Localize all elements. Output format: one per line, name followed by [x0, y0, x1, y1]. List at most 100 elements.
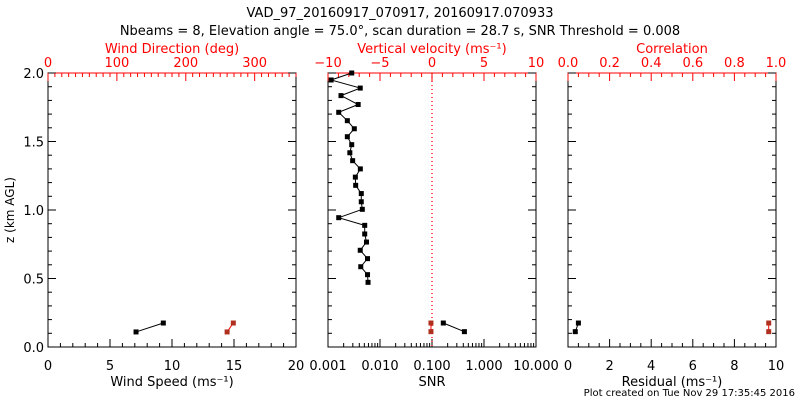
- data-point: [358, 191, 364, 197]
- data-point: [344, 118, 350, 124]
- top-x-tick-label: 0.2: [599, 56, 620, 71]
- data-point: [358, 199, 364, 205]
- x-tick-label: 0.100: [413, 359, 450, 374]
- series-wind-direction: [224, 320, 236, 335]
- top-x-tick-label: 0.6: [682, 56, 703, 71]
- data-point: [440, 320, 446, 326]
- top-x-tick-label: 0: [428, 56, 436, 71]
- data-point: [575, 320, 581, 326]
- data-point: [357, 85, 363, 91]
- data-point: [355, 102, 361, 108]
- series-snr: [440, 320, 467, 335]
- x-tick-label: 6: [689, 359, 697, 374]
- data-point: [224, 329, 230, 335]
- series-line: [443, 322, 465, 333]
- data-point: [230, 320, 236, 326]
- x-tick-label: 0.001: [309, 359, 346, 374]
- top-x-tick-label: 0.0: [558, 56, 579, 71]
- top-x-tick-label: 0.8: [724, 56, 745, 71]
- y-axis-label: z (km AGL): [3, 177, 17, 243]
- top-x-tick-label: −10: [314, 56, 341, 71]
- y-tick-label: 0.5: [23, 273, 44, 288]
- data-point: [160, 320, 166, 326]
- series-correlation: [766, 320, 772, 335]
- data-point: [347, 150, 353, 156]
- data-point: [365, 272, 371, 278]
- data-point: [349, 70, 355, 76]
- data-point: [328, 77, 334, 83]
- data-point: [766, 320, 772, 326]
- data-point: [357, 247, 363, 253]
- data-point: [349, 142, 355, 148]
- data-point: [351, 126, 357, 132]
- data-point: [428, 320, 434, 326]
- data-point: [428, 329, 434, 335]
- x-tick-label: 10.000: [513, 359, 559, 374]
- data-point: [461, 329, 467, 335]
- top-x-tick-label: 0.4: [641, 56, 662, 71]
- data-point: [357, 166, 363, 172]
- x-tick-label: 20: [288, 359, 305, 374]
- data-point: [362, 222, 368, 228]
- x-tick-label: 0: [564, 359, 572, 374]
- x-axis-label: Residual (ms⁻¹): [622, 375, 723, 390]
- x-tick-label: 0: [44, 359, 52, 374]
- x-tick-label: 8: [730, 359, 738, 374]
- y-tick-label: 2.0: [23, 67, 44, 82]
- data-point: [363, 239, 369, 245]
- x-tick-label: 2: [605, 359, 613, 374]
- data-point: [133, 329, 139, 335]
- data-point: [338, 93, 344, 99]
- panel-3: 0 2 4 6 8 10 Residual (ms⁻¹) 0.0 0.2 0.4 0.6 0.8 1.0…: [558, 42, 787, 390]
- x-tick-label: 10: [768, 359, 785, 374]
- top-x-axis-label: Wind Direction (deg): [105, 42, 239, 57]
- x-axis-label: SNR: [418, 375, 445, 390]
- y-tick-label: 0.0: [23, 341, 44, 356]
- top-x-tick-label: −5: [370, 56, 389, 71]
- plot-title: VAD_97_20160917_070917, 20160917.070933: [247, 6, 554, 21]
- x-tick-label: 5: [106, 359, 114, 374]
- data-point: [336, 215, 342, 221]
- series-wind-speed: [133, 320, 166, 335]
- x-tick-label: 0.010: [361, 359, 398, 374]
- x-tick-label: 15: [226, 359, 243, 374]
- plot-subtitle: Nbeams = 8, Elevation angle = 75.0°, sca…: [120, 24, 680, 39]
- series-vertical-velocity: [328, 70, 371, 285]
- data-point: [572, 329, 578, 335]
- series-vertical-velocity-low-: [428, 320, 434, 335]
- panel-2: 0.001 0.010 0.100 1.000 10.000 SNR −10 −5 0 5 10 Ve…: [309, 42, 558, 390]
- top-x-tick-label: 300: [242, 56, 267, 71]
- data-point: [358, 264, 364, 270]
- top-x-tick-label: 1.0: [766, 56, 787, 71]
- data-point: [350, 158, 356, 164]
- top-x-axis-label: Vertical velocity (ms⁻¹): [357, 42, 506, 57]
- data-point: [766, 329, 772, 335]
- plot-footer: Plot created on Tue Nov 29 17:35:45 2016: [584, 388, 795, 399]
- data-point: [359, 206, 365, 212]
- top-x-tick-label: 5: [480, 56, 488, 71]
- top-x-tick-label: 0: [44, 56, 52, 71]
- x-axis-label: Wind Speed (ms⁻¹): [110, 375, 233, 390]
- series-line: [135, 322, 164, 333]
- top-x-tick-label: 10: [528, 56, 545, 71]
- data-point: [353, 182, 359, 188]
- top-x-tick-label: 200: [173, 56, 198, 71]
- data-point: [365, 256, 371, 262]
- top-x-tick-label: 100: [104, 56, 129, 71]
- data-point: [365, 279, 371, 285]
- y-tick-label: 1.0: [23, 204, 44, 219]
- panel-frame: [47, 72, 297, 348]
- x-tick-label: 10: [164, 359, 181, 374]
- x-tick-label: 4: [647, 359, 655, 374]
- data-point: [344, 134, 350, 140]
- y-tick-label: 1.5: [23, 136, 44, 151]
- top-x-axis-label: Correlation: [636, 42, 708, 57]
- x-tick-label: 1.000: [465, 359, 502, 374]
- data-point: [352, 174, 358, 180]
- data-point: [336, 109, 342, 115]
- data-point: [362, 231, 368, 237]
- series-residual: [572, 320, 581, 335]
